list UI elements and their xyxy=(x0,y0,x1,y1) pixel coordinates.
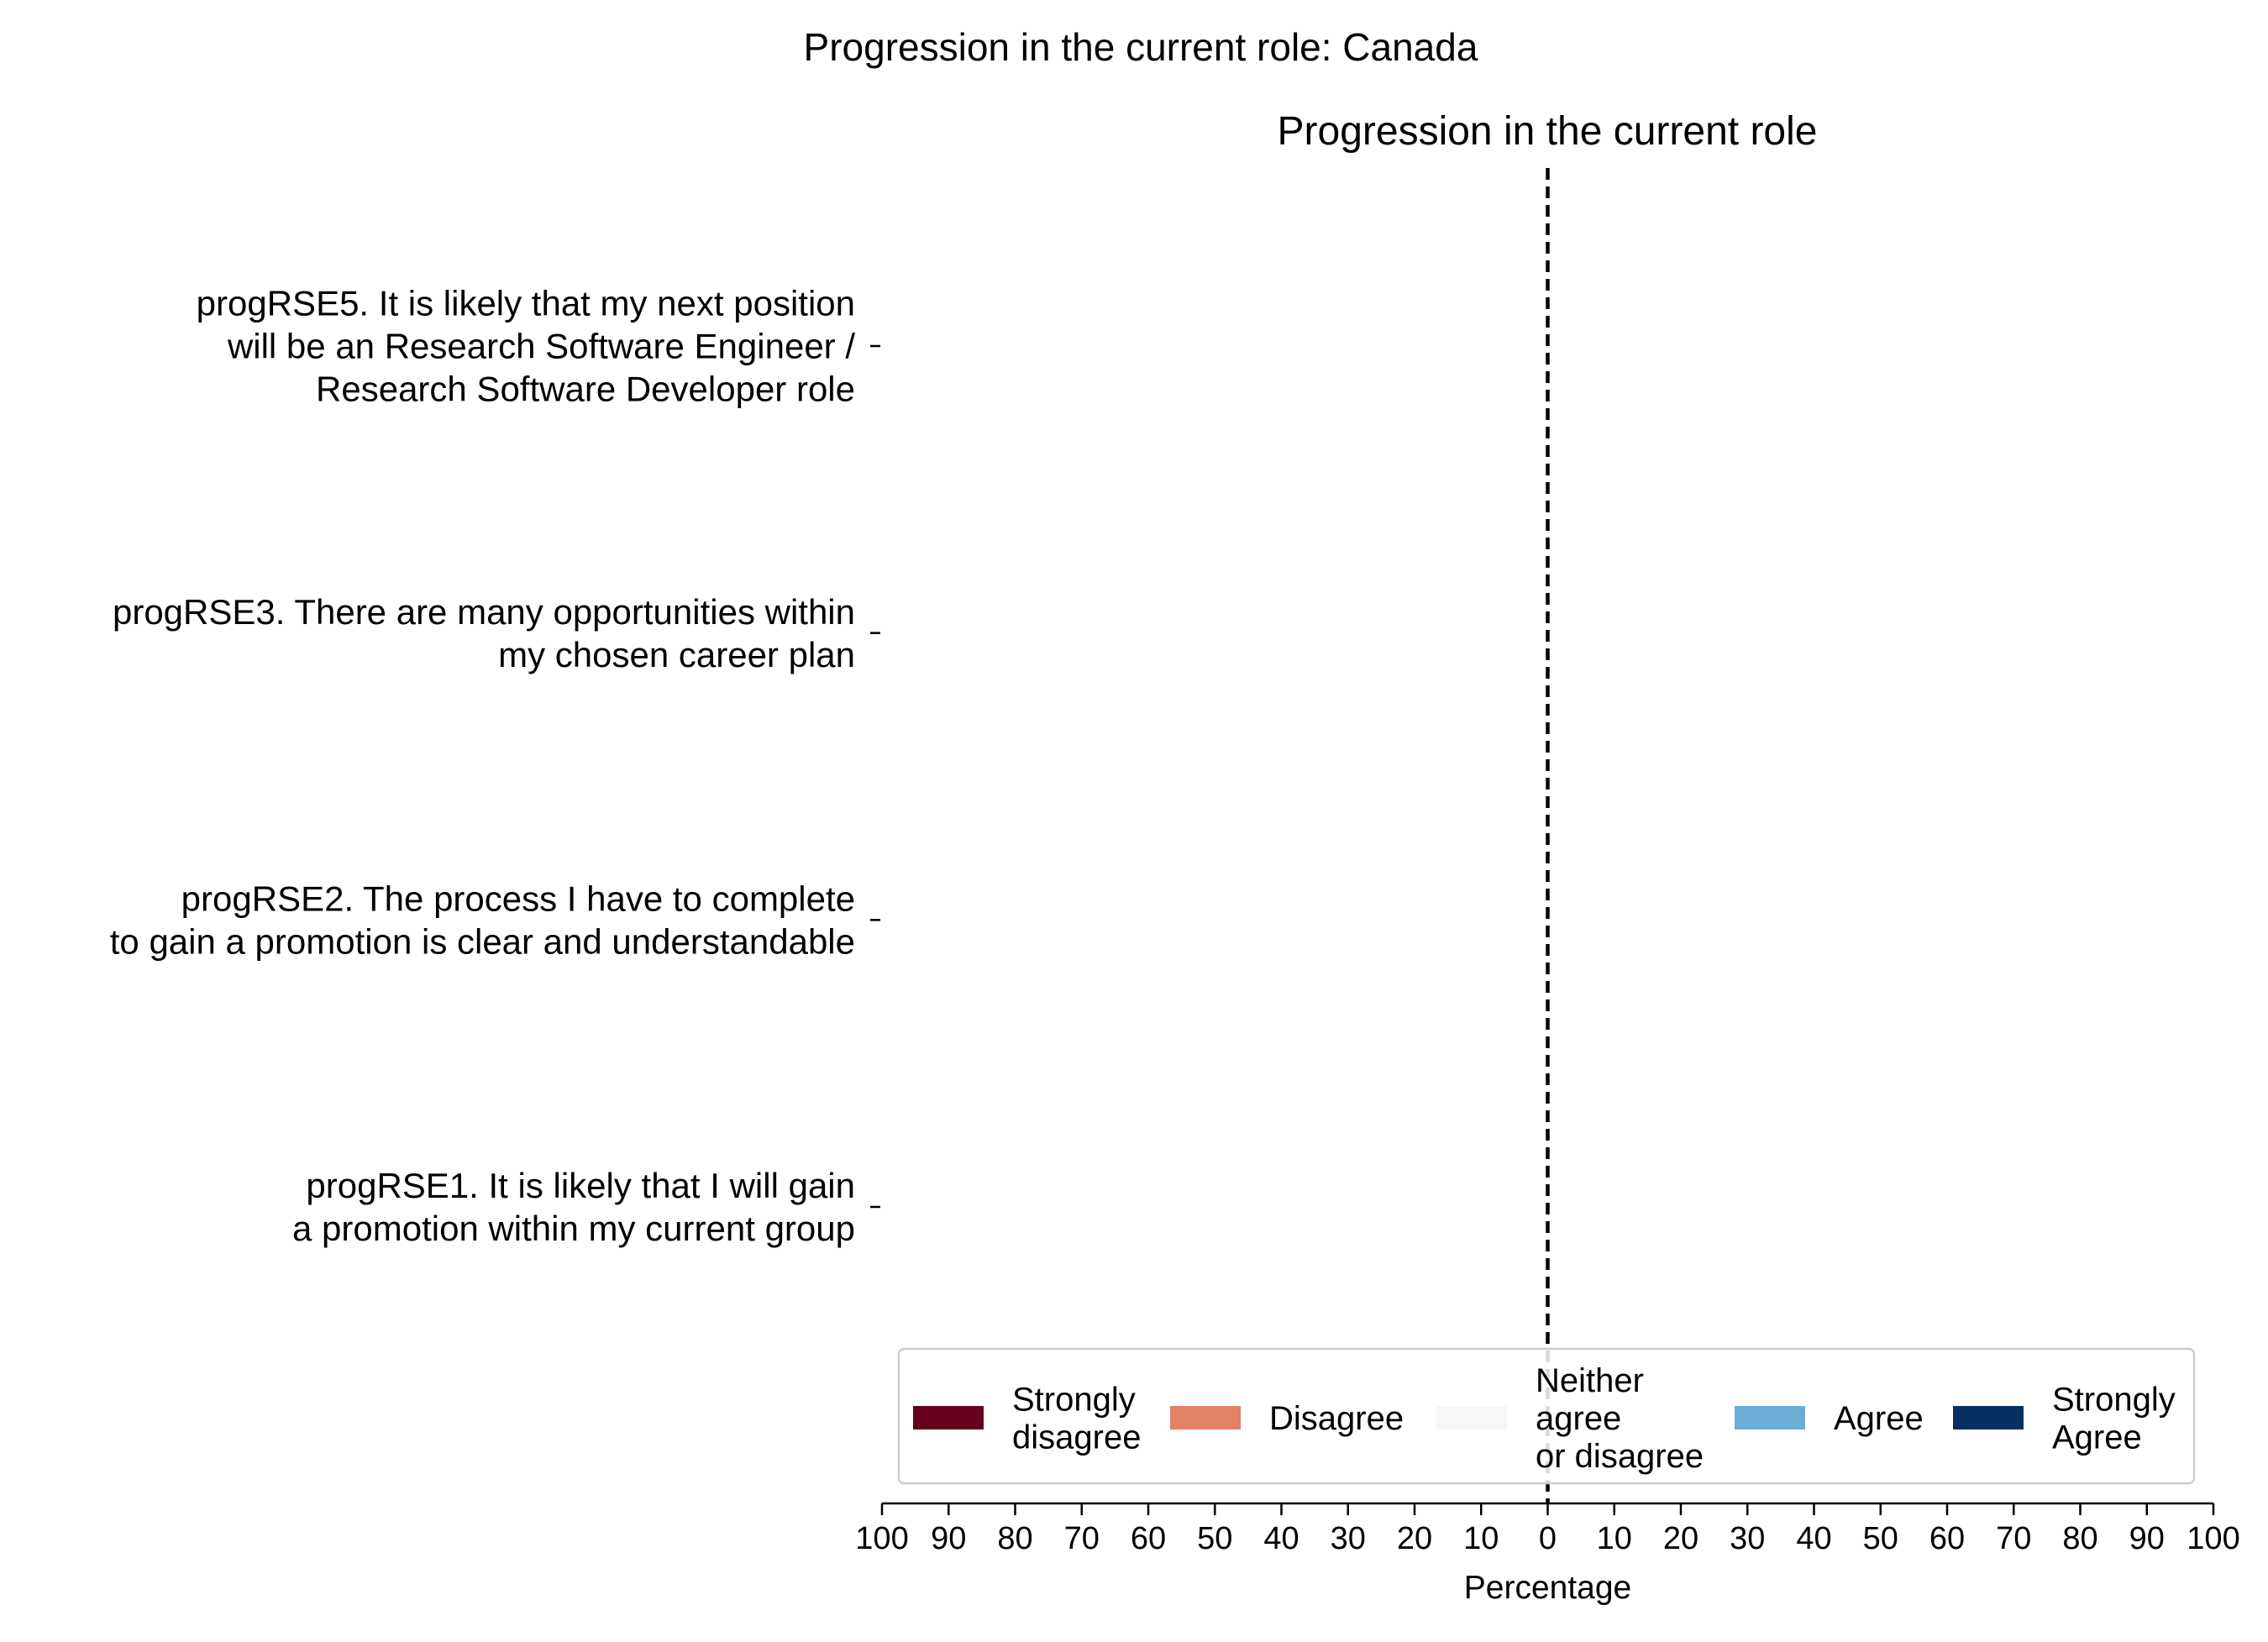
category-label: progRSE1. It is likely that I will gain a… xyxy=(292,1166,855,1248)
x-tick-label: 60 xyxy=(1131,1521,1166,1556)
legend-swatch xyxy=(1953,1406,2024,1430)
x-tick-label: 70 xyxy=(1996,1521,2031,1556)
category-label: progRSE5. It is likely that my next posi… xyxy=(197,284,856,409)
x-tick-label: 0 xyxy=(1539,1521,1557,1556)
figure-title: Progression in the current role: Canada xyxy=(804,25,1478,69)
x-tick-label: 100 xyxy=(855,1521,908,1556)
x-tick-label: 10 xyxy=(1597,1521,1632,1556)
legend-swatch xyxy=(1735,1406,1805,1430)
legend-swatch xyxy=(1170,1406,1241,1430)
x-tick-label: 100 xyxy=(2187,1521,2239,1556)
x-axis-label: Percentage xyxy=(1464,1570,1631,1606)
x-tick-label: 90 xyxy=(931,1521,966,1556)
category-label: progRSE2. The process I have to complete… xyxy=(110,879,855,962)
x-tick-label: 30 xyxy=(1730,1521,1765,1556)
legend-label: Disagree xyxy=(1269,1400,1404,1437)
legend-label: Agree xyxy=(1834,1400,1924,1437)
x-tick-label: 60 xyxy=(1929,1521,1965,1556)
x-tick-label: 20 xyxy=(1397,1521,1432,1556)
legend-label: Strongly disagree xyxy=(1012,1382,1141,1456)
x-tick-label: 80 xyxy=(997,1521,1032,1556)
x-tick-label: 20 xyxy=(1663,1521,1698,1556)
legend-swatch xyxy=(913,1406,984,1430)
legend-swatch xyxy=(1436,1406,1507,1430)
legend-box xyxy=(897,1347,2196,1485)
x-tick-label: 40 xyxy=(1796,1521,1831,1556)
x-tick-label: 90 xyxy=(2129,1521,2165,1556)
x-tick-label: 30 xyxy=(1331,1521,1366,1556)
x-tick-label: 50 xyxy=(1197,1521,1232,1556)
x-tick-label: 80 xyxy=(2062,1521,2097,1556)
chart-title: Progression in the current role xyxy=(1278,109,1818,154)
x-tick-label: 10 xyxy=(1463,1521,1499,1556)
x-tick-label: 70 xyxy=(1064,1521,1100,1556)
x-tick-label: 40 xyxy=(1263,1521,1299,1556)
legend-label: Strongly Agree xyxy=(2052,1382,2176,1456)
category-label: progRSE3. There are many opportunities w… xyxy=(113,592,855,674)
legend-label: Neither agree or disagree xyxy=(1536,1362,1704,1475)
x-tick-label: 50 xyxy=(1863,1521,1898,1556)
